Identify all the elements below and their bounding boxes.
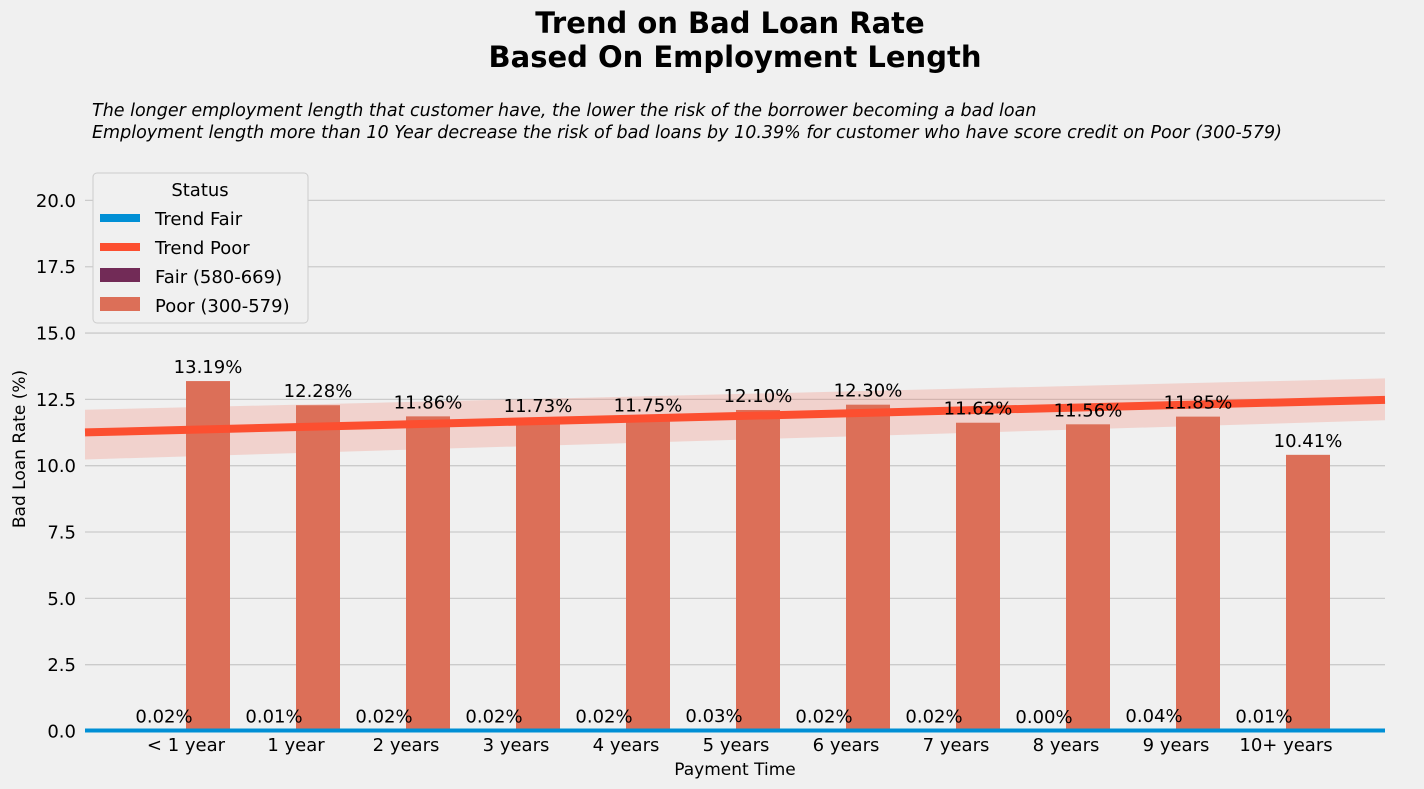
bar-poor xyxy=(406,416,450,731)
data-label-fair: 0.02% xyxy=(355,706,412,727)
chart-subtitle-line1: The longer employment length that custom… xyxy=(92,101,1036,121)
legend-swatch-fair xyxy=(100,268,140,282)
x-tick-label: 9 years xyxy=(1143,735,1210,756)
data-label-fair: 0.02% xyxy=(135,706,192,727)
y-tick-labels: 0.0 2.5 5.0 7.5 10.0 12.5 15.0 17.5 20.0 xyxy=(36,191,76,743)
x-tick-label: 1 year xyxy=(267,735,325,756)
y-tick-label: 20.0 xyxy=(36,191,76,212)
x-tick-label: 8 years xyxy=(1033,735,1100,756)
chart-title-line2: Based On Employment Length xyxy=(489,40,982,74)
y-tick-label: 7.5 xyxy=(47,523,76,544)
x-tick-labels: < 1 year 1 year 2 years 3 years 4 years 5 yea… xyxy=(147,735,1333,756)
bar-poor xyxy=(626,419,670,731)
data-label-poor: 13.19% xyxy=(174,357,243,378)
y-axis-label: Bad Loan Rate (%) xyxy=(10,370,30,528)
legend-label-fair: Fair (580-669) xyxy=(155,267,282,288)
legend-swatch-poor xyxy=(100,297,140,311)
y-tick-label: 5.0 xyxy=(47,589,76,610)
data-label-fair: 0.01% xyxy=(1235,707,1292,728)
x-tick-label: 4 years xyxy=(593,735,660,756)
legend-label-trend-fair: Trend Fair xyxy=(154,209,243,230)
x-tick-label: 2 years xyxy=(373,735,440,756)
y-tick-label: 0.0 xyxy=(47,722,76,743)
bars xyxy=(142,381,1330,731)
bar-poor xyxy=(516,419,560,731)
legend-title: Status xyxy=(171,180,228,201)
chart-subtitle-line2: Employment length more than 10 Year decr… xyxy=(92,123,1282,143)
legend-label-poor: Poor (300-579) xyxy=(155,296,290,317)
y-tick-label: 2.5 xyxy=(47,655,76,676)
y-tick-label: 12.5 xyxy=(36,390,76,411)
legend: Status Trend Fair Trend Poor Fair (580-6… xyxy=(92,172,309,324)
x-tick-label: 6 years xyxy=(813,735,880,756)
data-label-poor: 12.30% xyxy=(834,381,903,402)
bar-poor xyxy=(736,409,780,731)
x-tick-label: 7 years xyxy=(923,735,990,756)
trend-line-poor xyxy=(84,395,1386,437)
legend-label-trend-poor: Trend Poor xyxy=(154,238,250,259)
data-label-poor: 12.10% xyxy=(724,386,793,407)
data-labels: 0.02% 0.01% 0.02% 0.02% 0.02% 0.03% 0.02% 0.02%… xyxy=(135,357,1342,728)
y-tick-label: 17.5 xyxy=(36,257,76,278)
y-tick-label: 10.0 xyxy=(36,456,76,477)
data-label-fair: 0.02% xyxy=(795,706,852,727)
bar-poor xyxy=(956,422,1000,731)
data-label-poor: 11.62% xyxy=(944,399,1013,420)
data-label-poor: 11.75% xyxy=(614,395,683,416)
data-label-poor: 10.41% xyxy=(1274,431,1343,452)
bar-poor xyxy=(186,381,230,731)
data-label-poor: 11.56% xyxy=(1054,400,1123,421)
bar-poor xyxy=(1066,424,1110,731)
x-tick-label: 3 years xyxy=(483,735,550,756)
legend-box xyxy=(92,172,309,324)
legend-swatch-trend-poor xyxy=(100,243,140,251)
y-tick-label: 15.0 xyxy=(36,324,76,345)
data-label-fair: 0.02% xyxy=(905,706,962,727)
trend-lines xyxy=(84,395,1386,733)
data-label-fair: 0.02% xyxy=(575,706,632,727)
legend-swatch-trend-fair xyxy=(100,214,140,222)
x-tick-label: 5 years xyxy=(703,735,770,756)
data-label-poor: 11.85% xyxy=(1164,393,1233,414)
x-axis-label: Payment Time xyxy=(674,760,795,780)
bar-poor xyxy=(846,404,890,731)
bar-poor xyxy=(1176,416,1220,731)
data-label-fair: 0.04% xyxy=(1125,706,1182,727)
data-label-fair: 0.03% xyxy=(685,706,742,727)
data-label-poor: 11.86% xyxy=(394,392,463,413)
data-label-fair: 0.02% xyxy=(465,706,522,727)
x-tick-label: 10+ years xyxy=(1239,735,1332,756)
data-label-poor: 12.28% xyxy=(284,381,353,402)
chart-title-line1: Trend on Bad Loan Rate xyxy=(535,6,924,40)
bar-poor xyxy=(296,405,340,731)
data-label-poor: 11.73% xyxy=(504,396,573,417)
data-label-fair: 0.00% xyxy=(1015,707,1072,728)
bar-poor xyxy=(1286,454,1330,731)
data-label-fair: 0.01% xyxy=(245,707,302,728)
x-tick-label: < 1 year xyxy=(147,735,226,756)
